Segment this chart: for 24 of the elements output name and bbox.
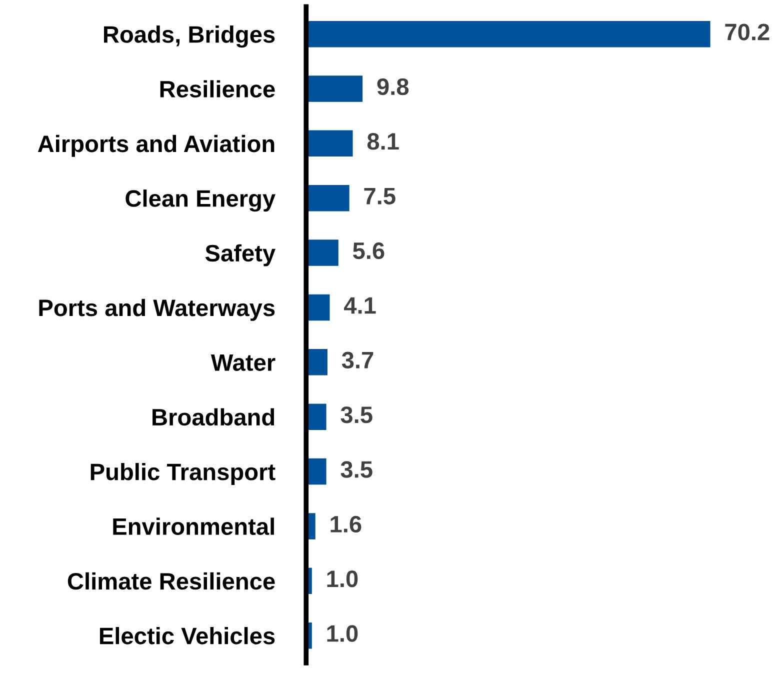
y-tick-label: Clean Energy: [126, 190, 276, 212]
y-tick-label: Roads, Bridges: [104, 26, 275, 48]
data-label: 7.5: [364, 188, 396, 204]
y-tick-label: Electic Vehicles: [100, 627, 275, 644]
y-tick-label: Broadband: [152, 408, 274, 426]
data-label: 70.2: [725, 24, 770, 40]
data-label: 1.6: [330, 516, 362, 533]
y-tick-label: Environmental: [113, 518, 274, 535]
data-label: 8.1: [367, 133, 399, 150]
y-tick-label: Resilience: [160, 80, 275, 98]
y-tick-label: Public Transport: [90, 462, 276, 485]
data-label: 3.7: [342, 352, 374, 369]
y-tick-label: Climate Resilience: [68, 572, 275, 590]
data-label: 3.5: [340, 406, 372, 424]
data-label: 1.0: [327, 570, 358, 588]
data-label: 4.1: [344, 297, 376, 314]
y-tick-label: Airports and Aviation: [38, 134, 274, 157]
y-tick-label: Safety: [205, 244, 276, 266]
data-label: 9.8: [377, 78, 409, 96]
y-tick-label: Water: [210, 354, 276, 371]
data-label: 1.0: [327, 625, 358, 642]
data-label: 5.6: [353, 242, 384, 260]
y-tick-label: Ports and Waterways: [39, 298, 275, 321]
data-label: 3.5: [340, 461, 372, 478]
